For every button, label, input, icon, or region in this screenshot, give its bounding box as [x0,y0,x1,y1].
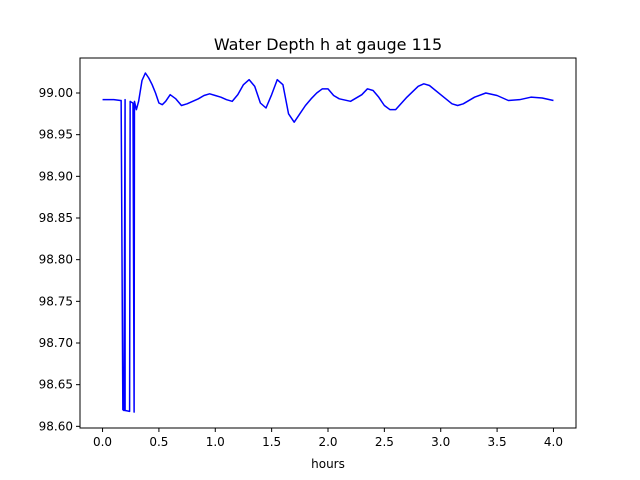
x-tick-label: 1.5 [262,435,281,449]
y-tick-label: 98.80 [39,253,73,267]
y-tick-label: 98.90 [39,169,73,183]
y-axis: 98.60 98.65 98.70 98.75 98.80 98.85 98.90 98.95… [39,86,80,433]
x-tick-label: 4.0 [544,435,563,449]
y-tick-label: 98.95 [39,128,73,142]
x-axis-label: hours [311,457,345,471]
y-tick-label: 98.75 [39,294,73,308]
y-tick-label: 98.65 [39,378,73,392]
x-axis: 0.0 0.5 1.0 1.5 2.0 2.5 3.0 3.5 4.0 [93,428,563,449]
x-tick-label: 3.0 [431,435,450,449]
plot-frame [79,57,577,429]
x-tick-label: 3.5 [488,435,507,449]
y-tick-label: 98.60 [39,419,73,433]
y-tick-label: 99.00 [39,86,73,100]
x-tick-label: 1.0 [206,435,225,449]
y-tick-label: 98.85 [39,211,73,225]
x-tick-label: 0.0 [93,435,112,449]
y-tick-label: 98.70 [39,336,73,350]
x-tick-label: 2.5 [375,435,394,449]
chart-title: Water Depth h at gauge 115 [214,35,442,54]
series-line [102,72,554,413]
x-tick-label: 0.5 [149,435,168,449]
series-layer [102,72,554,413]
plot-area [79,57,577,429]
x-tick-label: 2.0 [318,435,337,449]
